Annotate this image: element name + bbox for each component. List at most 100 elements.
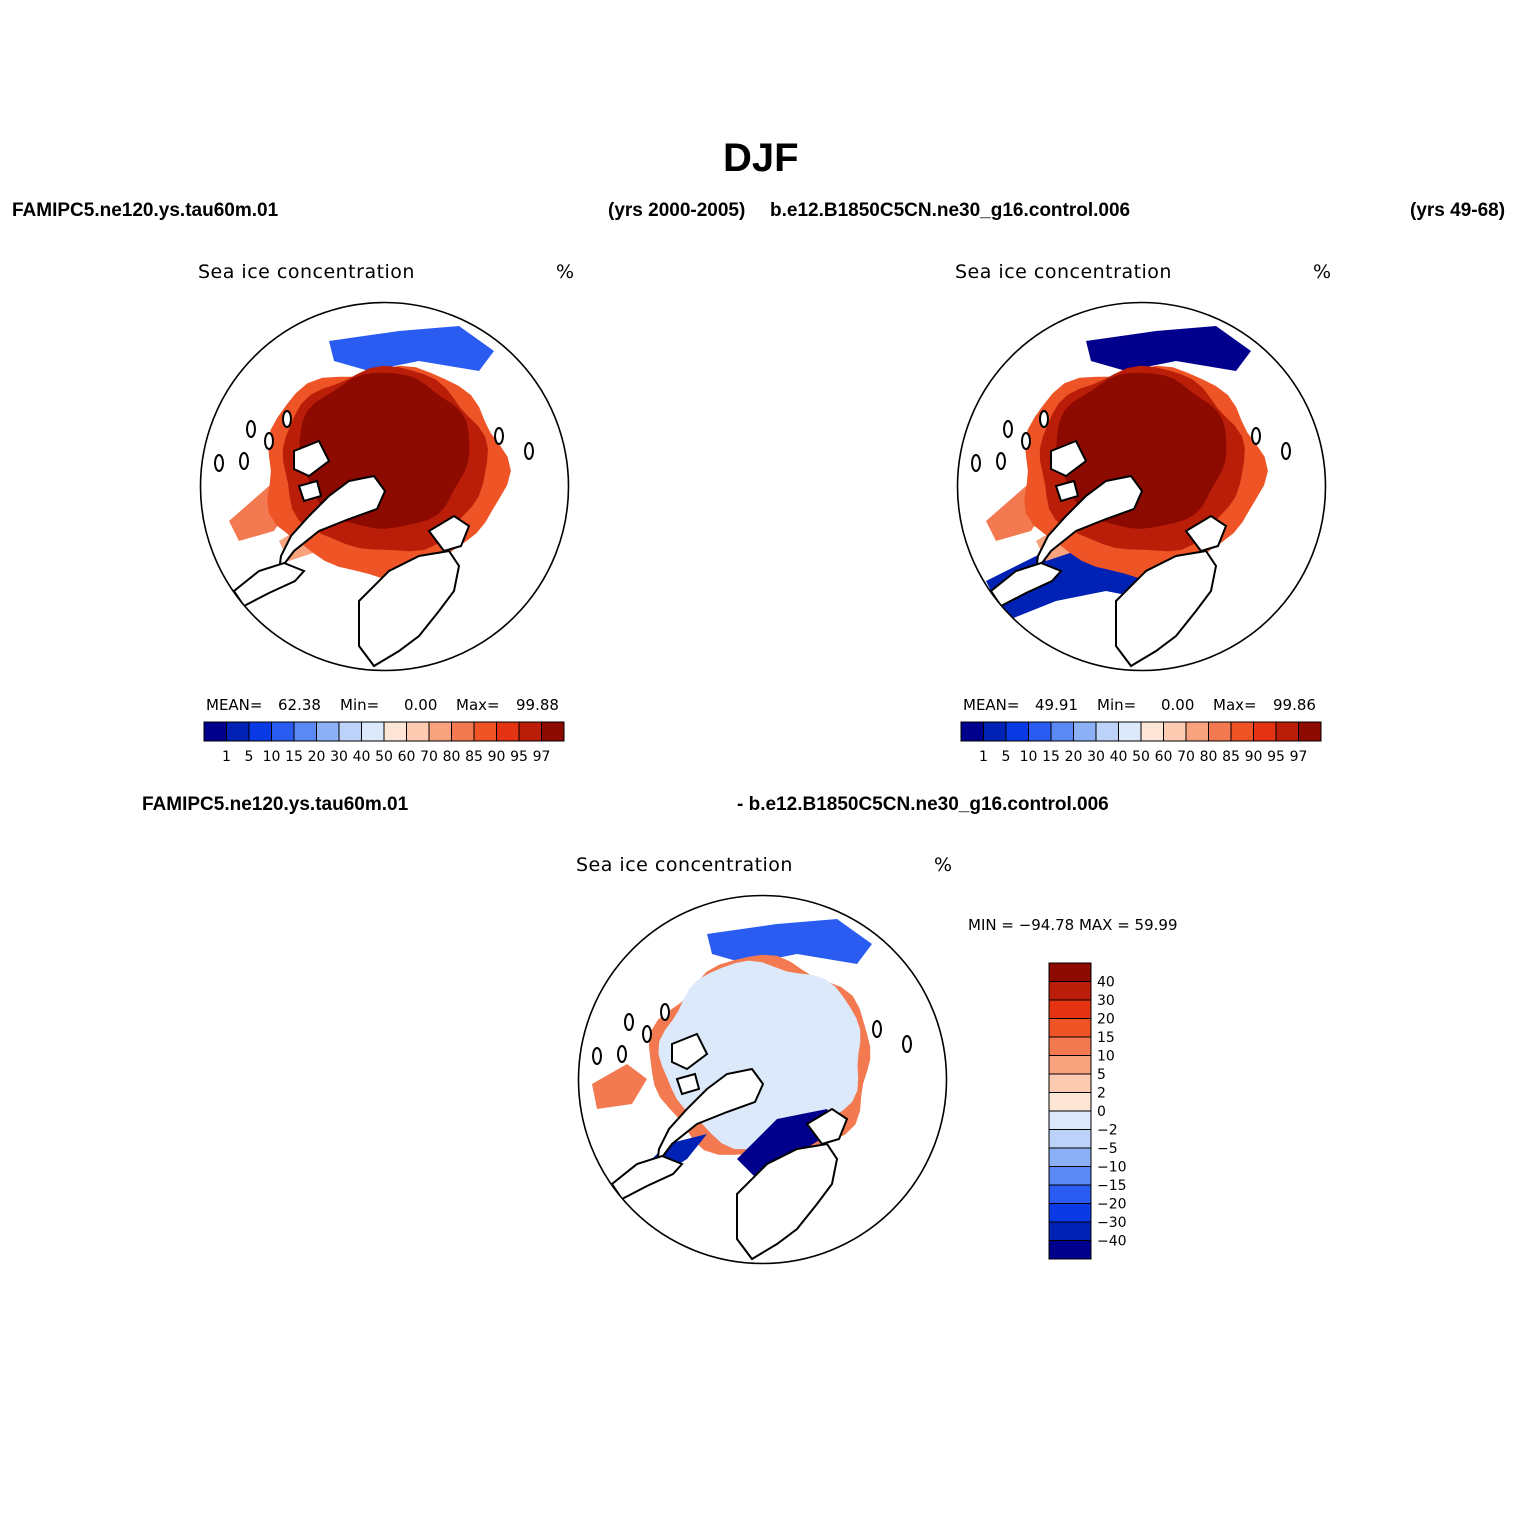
colorbar-box: [960, 721, 984, 742]
colorbar-tick-label: 20: [1065, 749, 1083, 765]
island: [1281, 442, 1291, 460]
landmass: [293, 439, 331, 478]
colorbar-tick-label: −2: [1097, 1123, 1118, 1139]
colorbar-tick-label: 60: [1155, 749, 1173, 765]
landmass: [655, 1067, 765, 1168]
colorbar-box: [1118, 721, 1142, 742]
colorbar-tick-label: 60: [398, 749, 416, 765]
island: [246, 420, 256, 438]
colorbar-tick-label: 90: [1245, 749, 1263, 765]
map-boundary: [577, 894, 948, 1265]
island: [642, 1025, 652, 1043]
colorbar-tick-label: 15: [1097, 1030, 1115, 1046]
landmass: [358, 549, 461, 668]
colorbar-tick-label: 20: [1097, 1012, 1115, 1028]
colorbar-box: [473, 721, 497, 742]
colorbar-tick-label: 30: [1087, 749, 1105, 765]
island: [1251, 427, 1261, 445]
colorbar-tick-label: 1: [222, 749, 231, 765]
island: [214, 454, 224, 472]
island: [624, 1013, 634, 1031]
colorbar-box: [406, 721, 430, 742]
colorbar-box: [271, 721, 295, 742]
colorbar-tick-label: 0: [1097, 1104, 1106, 1120]
colorbar-box: [1048, 999, 1092, 1019]
map-field: [200, 302, 569, 671]
colorbar-box: [338, 721, 362, 742]
island: [1021, 432, 1031, 450]
colorbar-box: [1048, 1018, 1092, 1038]
panel1-variable-label: Sea ice concentration: [198, 261, 415, 283]
colorbar-box: [428, 721, 452, 742]
landmass: [427, 514, 471, 553]
colorbar-tick-label: −15: [1097, 1178, 1127, 1194]
island: [617, 1045, 627, 1063]
colorbar-tick-label: 80: [443, 749, 461, 765]
map-boundary: [956, 301, 1327, 672]
panel2-mean-label: MEAN=: [963, 696, 1020, 714]
map-panel3: [577, 894, 948, 1265]
colorbar-box: [1048, 1110, 1092, 1130]
panel3-units-label: %: [934, 854, 953, 876]
landmass: [1054, 479, 1080, 503]
diff-case-left: FAMIPC5.ne120.ys.tau60m.01: [142, 794, 409, 815]
colorbar-tick-label: 10: [1020, 749, 1038, 765]
case2-years: (yrs 49-68): [1410, 200, 1506, 221]
diff-pacific: [707, 919, 872, 964]
panel1-max-label: Max=: [456, 696, 500, 714]
colorbar-panel1: 1 5 10 15 20 30 40 50 60 70 80 85 90 95 97: [203, 721, 565, 765]
colorbar-tick-label: 5: [245, 749, 254, 765]
colorbar-tick-label: 70: [420, 749, 438, 765]
panel2-min-value: 0.00: [1161, 696, 1195, 714]
colorbar-box: [983, 721, 1007, 742]
landmass: [297, 479, 323, 503]
marginal-ice-pacific: [329, 326, 494, 371]
colorbar-box: [1298, 721, 1322, 742]
colorbar-box: [1028, 721, 1052, 742]
colorbar-box: [203, 721, 227, 742]
colorbar-box: [1230, 721, 1254, 742]
colorbar-tick-label: 95: [1267, 749, 1285, 765]
diff-case-right: - b.e12.B1850C5CN.ne30_g16.control.006: [737, 794, 1109, 815]
colorbar-tick-label: 10: [1097, 1049, 1115, 1065]
colorbar-tick-label: 40: [353, 749, 371, 765]
panel3-variable-label: Sea ice concentration: [576, 854, 793, 876]
colorbar-tick-label: 15: [1042, 749, 1060, 765]
colorbar-tick-label: 97: [1290, 749, 1308, 765]
colorbar-box: [1048, 981, 1092, 1001]
colorbar-box: [1050, 721, 1074, 742]
colorbar-tick-label: 50: [375, 749, 393, 765]
panel2-mean-value: 49.91: [1035, 696, 1078, 714]
island: [872, 1020, 882, 1038]
island: [524, 442, 534, 460]
island: [971, 454, 981, 472]
panel2-units-label: %: [1313, 261, 1332, 283]
island: [592, 1047, 602, 1065]
landmass: [232, 561, 306, 608]
colorbar-tick-label: −30: [1097, 1215, 1127, 1231]
panel2-max-label: Max=: [1213, 696, 1257, 714]
map-panel1: [199, 301, 570, 672]
panel1-mean-label: MEAN=: [206, 696, 263, 714]
colorbar-box: [1048, 1166, 1092, 1186]
colorbar-tick-label: 5: [1002, 749, 1011, 765]
panel1-min-value: 0.00: [404, 696, 438, 714]
panel3-minmax: MIN = −94.78 MAX = 59.99: [968, 916, 1178, 934]
figure-title: DJF: [723, 136, 799, 180]
map-panel2: [956, 301, 1327, 672]
landmass: [671, 1032, 709, 1071]
colorbar-panel2: 1 5 10 15 20 30 40 50 60 70 80 85 90 95 97: [960, 721, 1322, 765]
panel1-min-label: Min=: [340, 696, 380, 714]
landmass: [1034, 474, 1144, 575]
landmass: [989, 561, 1063, 608]
landmass: [1050, 439, 1088, 478]
colorbar-box: [361, 721, 385, 742]
colorbar-box: [451, 721, 475, 742]
colorbar-tick-label: 90: [488, 749, 506, 765]
map-boundary: [199, 301, 570, 672]
colorbar-tick-label: 30: [330, 749, 348, 765]
colorbar-tick-label: 85: [1222, 749, 1240, 765]
colorbar-tick-label: −20: [1097, 1197, 1127, 1213]
panel2-variable-label: Sea ice concentration: [955, 261, 1172, 283]
